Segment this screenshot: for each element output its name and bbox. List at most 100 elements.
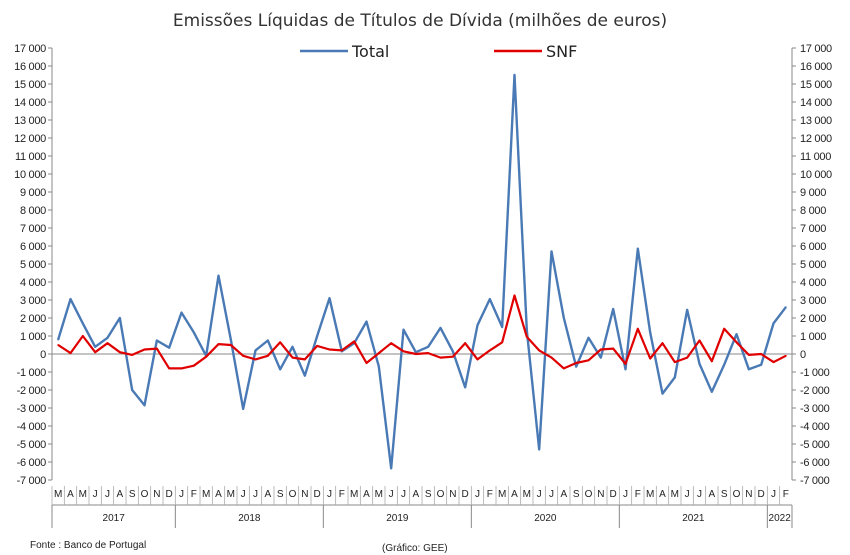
x-month-label: N xyxy=(301,489,308,500)
data-point-snf xyxy=(180,367,183,370)
x-month-label: M xyxy=(227,489,235,500)
x-month-label: A xyxy=(215,489,222,500)
y-tick-label-left: 0 xyxy=(40,349,46,361)
x-month-label: A xyxy=(659,489,666,500)
source-note: Fonte : Banco de Portugal xyxy=(30,540,146,551)
y-tick-label-left: -1 000 xyxy=(17,367,47,379)
y-tick-label-left: 9 000 xyxy=(20,187,46,199)
y-tick-label-right: 8 000 xyxy=(800,205,826,217)
y-tick-label-left: 1 000 xyxy=(20,331,46,343)
x-month-label: S xyxy=(573,489,580,500)
data-point-snf xyxy=(723,327,726,330)
data-point-total xyxy=(266,339,269,342)
data-point-snf xyxy=(94,351,97,354)
x-month-label: S xyxy=(129,489,136,500)
x-month-label: M xyxy=(523,489,531,500)
data-point-snf xyxy=(291,356,294,359)
data-point-snf xyxy=(266,354,269,357)
year-label: 2021 xyxy=(682,513,705,524)
data-point-snf xyxy=(168,367,171,370)
data-point-snf xyxy=(624,363,627,365)
data-point-snf xyxy=(118,351,121,354)
y-tick-label-left: 14 000 xyxy=(14,97,46,109)
data-point-snf xyxy=(464,342,467,345)
year-label: 2018 xyxy=(238,513,261,524)
series-layer xyxy=(57,73,787,470)
data-point-total xyxy=(710,390,713,393)
chart-title: Emissões Líquidas de Títulos de Dívida (… xyxy=(173,11,667,31)
x-month-label: J xyxy=(771,489,776,500)
x-month-label: N xyxy=(153,489,160,500)
x-month-label: M xyxy=(54,489,62,500)
data-point-total xyxy=(131,389,134,391)
y-tick-label-left: 17 000 xyxy=(14,43,46,55)
data-point-total xyxy=(229,338,232,341)
y-tick-label-right: 1 000 xyxy=(800,331,826,343)
data-point-total xyxy=(94,345,97,348)
x-month-label: M xyxy=(646,489,654,500)
data-point-total xyxy=(365,320,368,323)
x-month-label: F xyxy=(339,489,345,500)
data-point-snf xyxy=(538,349,541,352)
data-point-snf xyxy=(353,340,356,343)
y-tick-label-right: 17 000 xyxy=(800,43,832,55)
data-point-snf xyxy=(747,354,750,356)
year-label: 2020 xyxy=(534,513,557,524)
y-tick-label-right: 3 000 xyxy=(800,295,826,307)
data-point-snf xyxy=(451,355,454,358)
y-tick-label-left: 8 000 xyxy=(20,205,46,217)
x-month-label: A xyxy=(560,489,567,500)
credit-note: (Gráfico: GEE) xyxy=(382,543,448,554)
x-month-label: S xyxy=(425,489,432,500)
y-tick-label-left: 3 000 xyxy=(20,295,46,307)
data-point-total xyxy=(488,298,491,300)
x-month-label: J xyxy=(389,489,394,500)
data-point-snf xyxy=(599,348,602,351)
data-point-total xyxy=(81,322,84,325)
data-point-total xyxy=(673,376,676,379)
data-point-snf xyxy=(562,367,565,370)
data-point-total xyxy=(155,339,158,342)
x-month-label: M xyxy=(671,489,679,500)
data-point-snf xyxy=(328,348,331,351)
x-month-label: M xyxy=(79,489,87,500)
x-month-label: O xyxy=(289,489,297,500)
data-point-snf xyxy=(772,361,775,363)
x-month-label: N xyxy=(449,489,456,500)
y-tick-label-left: -4 000 xyxy=(17,421,47,433)
data-point-snf xyxy=(131,354,134,356)
y-tick-label-left: 15 000 xyxy=(14,79,46,91)
data-point-total xyxy=(390,467,393,470)
data-point-snf xyxy=(612,347,615,350)
data-point-snf xyxy=(488,349,491,352)
y-tick-label-left: 7 000 xyxy=(20,223,46,235)
x-month-label: D xyxy=(758,489,765,500)
y-tick-label-right: 14 000 xyxy=(800,97,832,109)
data-point-total xyxy=(180,311,183,314)
x-month-label: J xyxy=(105,489,110,500)
x-month-label: J xyxy=(623,489,628,500)
y-tick-label-right: 9 000 xyxy=(800,187,826,199)
data-point-total xyxy=(525,329,528,332)
y-tick-label-right: 6 000 xyxy=(800,241,826,253)
y-tick-label-right: 12 000 xyxy=(800,133,832,145)
y-tick-label-left: -7 000 xyxy=(17,475,47,487)
data-point-total xyxy=(254,349,257,352)
x-month-label: A xyxy=(412,489,419,500)
data-point-total xyxy=(624,368,627,371)
data-point-total xyxy=(303,374,306,377)
data-point-total xyxy=(143,404,146,407)
data-point-total xyxy=(723,363,726,366)
data-point-snf xyxy=(205,355,208,358)
x-month-label: F xyxy=(487,489,493,500)
y-tick-label-left: -6 000 xyxy=(17,457,47,469)
x-month-label: O xyxy=(141,489,149,500)
data-point-snf xyxy=(402,350,405,353)
x-month-label: J xyxy=(179,489,184,500)
data-point-total xyxy=(118,317,121,319)
data-point-snf xyxy=(686,356,689,359)
data-point-snf xyxy=(303,358,306,361)
x-month-label: D xyxy=(610,489,617,500)
legend-label-total: Total xyxy=(351,42,389,61)
x-month-label: J xyxy=(697,489,702,500)
